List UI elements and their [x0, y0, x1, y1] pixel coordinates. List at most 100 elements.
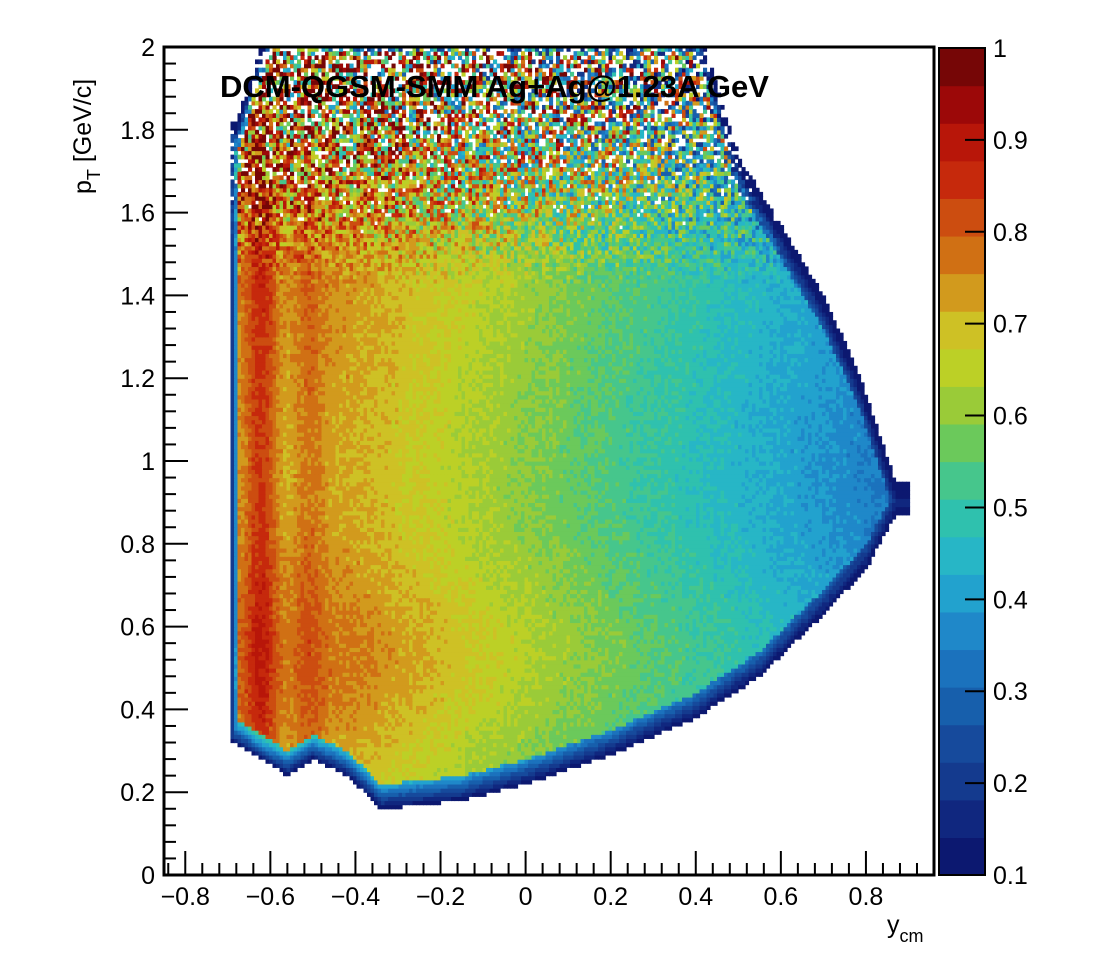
- heatmap-cell: [668, 689, 672, 694]
- heatmap-cell: [609, 656, 613, 661]
- heatmap-cell: [556, 763, 560, 768]
- heatmap-cell: [532, 668, 536, 673]
- heatmap-cell: [465, 747, 469, 752]
- heatmap-cell: [392, 651, 396, 656]
- heatmap-cell: [374, 763, 378, 768]
- heatmap-cell: [304, 701, 308, 706]
- heatmap-cell: [595, 734, 599, 739]
- heatmap-cell: [605, 631, 609, 636]
- heatmap-cell: [255, 738, 259, 743]
- heatmap-cell: [700, 701, 704, 706]
- heatmap-cell: [427, 780, 431, 785]
- heatmap-cell: [290, 680, 294, 685]
- heatmap-cell: [714, 656, 718, 661]
- heatmap-cell: [402, 635, 406, 640]
- heatmap-cell: [465, 656, 469, 661]
- heatmap-cell: [318, 743, 322, 748]
- heatmap-cell: [385, 660, 389, 665]
- heatmap-cell: [385, 639, 389, 644]
- heatmap-cell: [322, 685, 326, 690]
- heatmap-cell: [630, 672, 634, 677]
- heatmap-cell: [311, 680, 315, 685]
- heatmap-cell: [556, 738, 560, 743]
- heatmap-cell: [479, 697, 483, 702]
- heatmap-cell: [430, 714, 434, 719]
- heatmap-cell: [511, 685, 515, 690]
- heatmap-cell: [476, 635, 480, 640]
- heatmap-cell: [381, 792, 385, 797]
- heatmap-cell: [532, 772, 536, 777]
- heatmap-cell: [269, 697, 273, 702]
- heatmap-cell: [269, 734, 273, 739]
- heatmap-cell: [504, 709, 508, 714]
- heatmap-cell: [343, 751, 347, 756]
- heatmap-cell: [476, 668, 480, 673]
- heatmap-cell: [483, 726, 487, 731]
- heatmap-cell: [549, 714, 553, 719]
- heatmap-cell: [483, 755, 487, 760]
- heatmap-cell: [479, 668, 483, 673]
- heatmap-cell: [280, 643, 284, 648]
- heatmap-cell: [385, 651, 389, 656]
- heatmap-cell: [339, 660, 343, 665]
- heatmap-cell: [409, 672, 413, 677]
- heatmap-cell: [255, 722, 259, 727]
- heatmap-cell: [780, 639, 784, 644]
- heatmap-cell: [773, 631, 777, 636]
- heatmap-cell: [483, 743, 487, 748]
- heatmap-cell: [486, 767, 490, 772]
- heatmap-cell: [749, 639, 753, 644]
- heatmap-cell: [259, 701, 263, 706]
- heatmap-cell: [378, 788, 382, 793]
- heatmap-cell: [364, 672, 368, 677]
- heatmap-cell: [283, 664, 287, 669]
- heatmap-cell: [577, 660, 581, 665]
- heatmap-cell: [528, 656, 532, 661]
- heatmap-cell: [238, 680, 242, 685]
- heatmap-cell: [360, 759, 364, 764]
- heatmap-cell: [465, 780, 469, 785]
- heatmap-cell: [416, 672, 420, 677]
- heatmap-cell: [584, 693, 588, 698]
- heatmap-cell: [493, 631, 497, 636]
- heatmap-cell: [455, 772, 459, 777]
- heatmap-cell: [378, 796, 382, 801]
- heatmap-cell: [686, 697, 690, 702]
- heatmap-cell: [525, 685, 529, 690]
- heatmap-cell: [423, 643, 427, 648]
- heatmap-cell: [521, 664, 525, 669]
- heatmap-cell: [479, 792, 483, 797]
- heatmap-cell: [255, 664, 259, 669]
- heatmap-cell: [455, 697, 459, 702]
- heatmap-cell: [269, 635, 273, 640]
- heatmap-cell: [437, 631, 441, 636]
- heatmap-cell: [584, 639, 588, 644]
- heatmap-cell: [430, 705, 434, 710]
- heatmap-cell: [339, 631, 343, 636]
- heatmap-cell: [728, 631, 732, 636]
- heatmap-cell: [752, 631, 756, 636]
- heatmap-cell: [626, 730, 630, 735]
- heatmap-cell: [357, 722, 361, 727]
- heatmap-cell: [574, 730, 578, 735]
- heatmap-cell: [703, 701, 707, 706]
- heatmap-cell: [434, 676, 438, 681]
- heatmap-cell: [448, 668, 452, 673]
- heatmap-cell: [616, 680, 620, 685]
- heatmap-cell: [441, 701, 445, 706]
- heatmap-cell: [665, 722, 669, 727]
- heatmap-cell: [430, 627, 434, 632]
- heatmap-cell: [395, 697, 399, 702]
- heatmap-cell: [318, 726, 322, 731]
- heatmap-cell: [637, 656, 641, 661]
- heatmap-cell: [707, 660, 711, 665]
- heatmap-cell: [637, 643, 641, 648]
- heatmap-cell: [392, 656, 396, 661]
- heatmap-cell: [465, 664, 469, 669]
- heatmap-cell: [682, 701, 686, 706]
- heatmap-cell: [619, 701, 623, 706]
- heatmap-cell: [479, 747, 483, 752]
- heatmap-cell: [616, 651, 620, 656]
- heatmap-cell: [245, 734, 249, 739]
- heatmap-cell: [668, 693, 672, 698]
